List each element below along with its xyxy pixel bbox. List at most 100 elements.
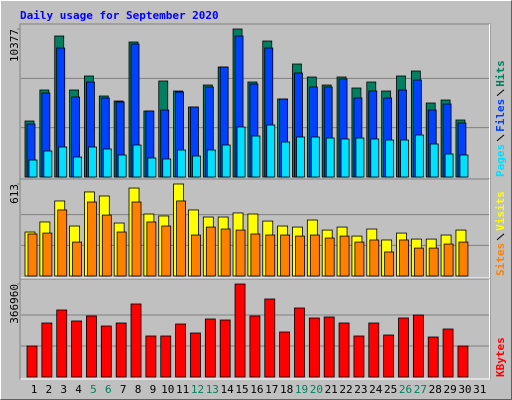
bar [368,322,380,378]
bar [42,232,53,277]
x-tick-label: 23 [354,383,367,396]
bar [413,247,424,277]
bar [385,139,395,178]
bar [26,345,38,378]
bar [71,320,82,378]
bar [220,228,231,277]
y-tick-label: 10377 [8,29,21,62]
bar [265,234,276,277]
legend-entry: Pages [494,144,507,177]
bar [414,134,424,178]
bar [340,138,350,178]
bar [369,239,380,277]
bar [160,335,172,378]
plot-bevel [20,179,490,279]
bar [162,158,172,178]
legend-entry: Visits [494,191,507,231]
bar [264,298,276,378]
bar [236,126,246,178]
bar [88,146,97,178]
bar [355,137,365,178]
bar [131,201,142,277]
bar [27,233,38,277]
bar [323,316,335,378]
bar [161,225,172,277]
legend-entry: Sites [494,243,507,276]
bar [444,153,454,178]
x-tick-label: 27 [414,383,427,396]
bar [251,135,261,178]
bar [384,251,395,277]
x-tick-label: 4 [75,383,82,396]
bar [354,241,365,277]
bar [325,137,335,178]
x-tick-label: 26 [399,383,412,396]
bar [308,317,320,378]
bar [190,332,201,378]
bar [353,335,365,378]
bar [145,335,157,378]
bar [115,322,127,378]
bar [177,149,187,178]
x-tick-label: 3 [60,383,67,396]
bar [443,243,454,277]
x-tick-label: 22 [339,383,352,396]
x-tick-label: 13 [206,383,219,396]
legend-separator [496,89,505,97]
x-tick-label: 10 [161,383,174,396]
bar [457,345,469,378]
bar [442,328,454,378]
bar [86,315,97,378]
bar [146,221,157,277]
x-tick-label: 21 [325,383,338,396]
bar [130,303,142,378]
x-tick-label: 6 [105,383,112,396]
x-tick-label: 28 [429,383,442,396]
x-tick-label: 16 [250,383,263,396]
y-tick-label: 613 [8,184,21,204]
bar [429,143,439,178]
bar [296,136,305,178]
bar [234,283,246,378]
bar [459,154,469,178]
x-tick-label: 2 [46,383,53,396]
bar [339,235,350,277]
legend-entry: KBytes [494,337,507,377]
bar [280,234,291,277]
bar [383,334,395,378]
x-tick-label: 29 [443,383,456,396]
bar [427,336,439,378]
bar [204,318,216,378]
x-tick-label: 30 [458,383,471,396]
bar [294,307,305,378]
x-tick-label: 7 [120,383,127,396]
bar [221,144,231,178]
bar [57,209,68,277]
bar [147,157,157,178]
x-tick-label: 1 [31,383,38,396]
legend-separator [496,134,505,142]
bar [310,136,320,178]
bar [101,214,112,277]
bar [458,241,469,277]
x-tick-label: 14 [221,383,235,396]
bar [338,322,350,378]
x-tick-label: 19 [295,383,308,396]
bar [28,159,38,178]
x-tick-label: 18 [280,383,293,396]
bar [73,156,82,178]
legend-entry: Files [494,99,507,132]
bar [132,144,142,178]
x-tick-label: 11 [176,383,189,396]
bar [398,317,409,378]
bar [117,154,127,178]
legend-entry: Hits [494,60,507,87]
plot-bevel [20,279,490,380]
bar [219,319,231,378]
bar [205,226,216,277]
bar [281,141,291,178]
bar [428,247,439,277]
